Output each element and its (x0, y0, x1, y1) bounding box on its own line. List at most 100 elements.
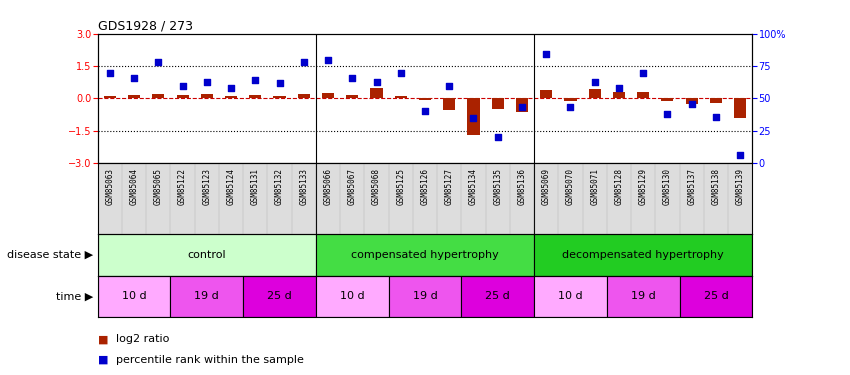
Bar (177, 95, 189, 99)
Text: 10 d: 10 d (558, 291, 583, 301)
Bar (516, 99, 528, 112)
Text: GSM85128: GSM85128 (615, 168, 623, 205)
Bar (564, 99, 576, 102)
Bar (419, 99, 431, 100)
Bar (225, 96, 237, 99)
Text: GSM85070: GSM85070 (566, 168, 575, 205)
Point (564, 105, 577, 111)
Text: GSM85129: GSM85129 (638, 168, 648, 205)
Bar (588, 89, 601, 99)
Bar (686, 99, 698, 105)
Bar (394, 96, 407, 99)
Text: GSM85136: GSM85136 (518, 168, 526, 205)
Point (443, 82, 456, 88)
Text: ■: ■ (98, 355, 108, 365)
Text: 10 d: 10 d (340, 291, 365, 301)
Point (394, 70, 407, 76)
Text: 25 d: 25 d (485, 291, 510, 301)
Point (467, 115, 480, 121)
Text: log2 ratio: log2 ratio (116, 334, 170, 344)
Point (515, 105, 529, 111)
Point (176, 82, 190, 88)
Bar (679, 276, 752, 317)
Text: GSM85067: GSM85067 (348, 168, 357, 205)
Bar (316, 234, 534, 276)
Bar (443, 99, 456, 110)
Text: decompensated hypertrophy: decompensated hypertrophy (563, 250, 724, 260)
Bar (171, 276, 243, 317)
Bar (316, 276, 388, 317)
Text: GSM85125: GSM85125 (396, 168, 405, 205)
Text: GSM85134: GSM85134 (469, 168, 478, 205)
Bar (661, 99, 673, 100)
Text: GSM85063: GSM85063 (105, 168, 115, 205)
Text: GSM85138: GSM85138 (711, 168, 721, 205)
Point (637, 70, 650, 76)
Bar (534, 276, 607, 317)
Bar (388, 276, 462, 317)
Point (128, 75, 141, 81)
Text: 25 d: 25 d (704, 291, 728, 301)
Text: 19 d: 19 d (412, 291, 438, 301)
Point (685, 100, 699, 106)
Text: GSM85123: GSM85123 (202, 168, 212, 205)
Text: GSM85139: GSM85139 (735, 168, 745, 205)
Text: GSM85137: GSM85137 (687, 168, 696, 205)
Point (224, 85, 238, 91)
Point (588, 79, 602, 85)
Bar (371, 88, 383, 99)
Text: GSM85130: GSM85130 (663, 168, 672, 205)
Bar (491, 99, 504, 109)
Point (273, 80, 286, 86)
Point (491, 134, 505, 140)
Point (660, 111, 674, 117)
Text: GSM85068: GSM85068 (372, 168, 381, 205)
Text: 25 d: 25 d (267, 291, 292, 301)
Text: GSM85133: GSM85133 (299, 168, 309, 205)
Text: percentile rank within the sample: percentile rank within the sample (116, 355, 304, 365)
Point (345, 75, 359, 81)
Bar (638, 92, 649, 99)
Bar (104, 96, 116, 99)
Bar (201, 94, 212, 99)
Bar (298, 94, 310, 99)
Text: 10 d: 10 d (122, 291, 146, 301)
Point (321, 57, 335, 63)
Point (151, 59, 165, 65)
Text: GSM85127: GSM85127 (445, 168, 454, 205)
Text: control: control (188, 250, 226, 260)
Text: GSM85066: GSM85066 (324, 168, 332, 205)
Bar (249, 95, 261, 99)
Text: ■: ■ (98, 334, 108, 344)
Bar (346, 94, 359, 99)
Bar (152, 94, 164, 99)
Text: disease state ▶: disease state ▶ (8, 250, 94, 260)
Point (200, 79, 213, 85)
Bar (468, 99, 479, 135)
Text: GSM85132: GSM85132 (275, 168, 284, 205)
Bar (607, 276, 679, 317)
Bar (98, 276, 171, 317)
Point (709, 114, 722, 120)
Bar (98, 234, 316, 276)
Bar (128, 94, 140, 99)
Point (418, 108, 432, 114)
Point (370, 79, 383, 85)
Bar (540, 90, 552, 99)
Text: GSM85122: GSM85122 (178, 168, 187, 205)
Point (612, 85, 626, 91)
Point (540, 51, 553, 57)
Bar (462, 276, 534, 317)
Point (297, 59, 310, 65)
Text: 19 d: 19 d (631, 291, 655, 301)
Text: GSM85135: GSM85135 (493, 168, 502, 205)
Text: GSM85071: GSM85071 (590, 168, 599, 205)
Text: compensated hypertrophy: compensated hypertrophy (351, 250, 499, 260)
Text: GSM85124: GSM85124 (227, 168, 235, 205)
Text: time ▶: time ▶ (56, 291, 94, 301)
Point (103, 70, 116, 76)
Text: GSM85064: GSM85064 (129, 168, 139, 205)
Bar (613, 92, 625, 99)
Text: GSM85126: GSM85126 (421, 168, 429, 205)
Point (248, 77, 262, 83)
